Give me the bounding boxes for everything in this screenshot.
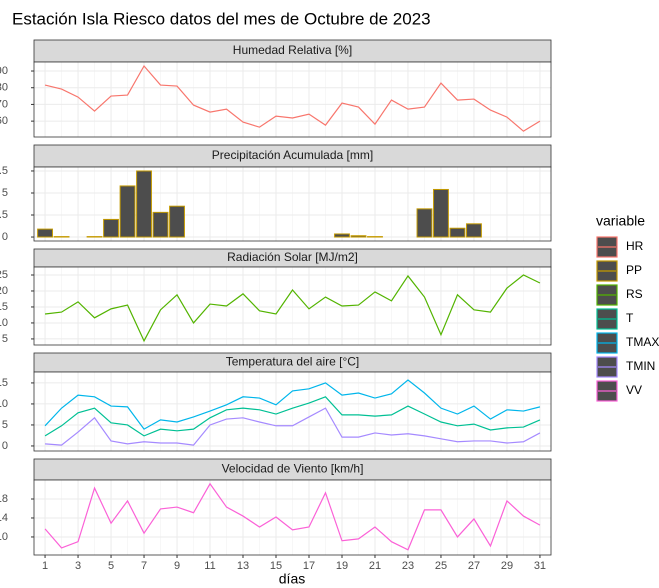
- bar: [334, 233, 350, 238]
- y-tick-label: 25: [0, 269, 8, 281]
- x-tick-label: 21: [369, 560, 381, 572]
- y-tick-label: 0: [2, 231, 8, 243]
- line: [45, 407, 541, 446]
- legend-label: RS: [626, 287, 643, 301]
- panel-border: [33, 371, 552, 452]
- x-tick-label: 7: [141, 560, 147, 572]
- line: [44, 274, 541, 343]
- y-tick-label: 80: [0, 82, 8, 94]
- y-tick-label: 0: [2, 440, 8, 452]
- bar: [449, 227, 466, 238]
- panel-border: [33, 166, 552, 242]
- x-tick-label: 17: [303, 560, 315, 572]
- x-tick-label: 19: [336, 560, 348, 572]
- bar: [466, 223, 482, 238]
- y-tick-label: 10: [0, 531, 8, 543]
- y-tick-label: 70: [0, 98, 8, 110]
- bar: [433, 188, 449, 238]
- legend-label: VV: [626, 383, 642, 397]
- x-tick-label: 31: [534, 560, 546, 572]
- legend-label: TMIN: [626, 359, 655, 373]
- strip-label: Humedad Relativa [%]: [233, 43, 352, 57]
- panel-border: [33, 479, 552, 556]
- legend-title: variable: [596, 213, 645, 229]
- x-tick-label: 25: [435, 560, 447, 572]
- bar: [103, 218, 119, 238]
- strip-label: Velocidad de Viento [km/h]: [222, 462, 364, 476]
- x-tick-label: 23: [402, 560, 414, 572]
- chart-title: Estación Isla Riesco datos del mes de Oc…: [12, 9, 431, 28]
- x-tick-label: 5: [108, 560, 114, 572]
- y-tick-label: 10: [0, 398, 8, 410]
- panel-border: [33, 266, 552, 346]
- strip-label: Radiación Solar [MJ/m2]: [227, 250, 358, 264]
- bar: [416, 208, 433, 238]
- line: [44, 379, 541, 430]
- y-tick-label: 90: [0, 65, 8, 77]
- y-tick-label: 14: [0, 512, 8, 524]
- bar: [119, 185, 136, 238]
- y-tick-label: 5: [2, 187, 8, 199]
- legend-label: TMAX: [626, 335, 659, 349]
- x-tick-label: 27: [468, 560, 480, 572]
- x-tick-label: 29: [501, 560, 513, 572]
- y-tick-label: 10: [0, 317, 8, 329]
- legend-label: PP: [626, 263, 642, 277]
- line: [44, 482, 541, 551]
- y-tick-label: 20: [0, 285, 8, 297]
- y-tick-label: 5: [2, 419, 8, 431]
- line: [44, 64, 541, 132]
- bar: [350, 235, 367, 238]
- x-tick-label: 11: [204, 560, 215, 572]
- x-tick-label: 1: [42, 560, 48, 572]
- x-tick-label: 15: [270, 560, 282, 572]
- strip-label: Temperatura del aire [°C]: [226, 355, 360, 369]
- legend-label: T: [626, 311, 634, 325]
- x-tick-label: 9: [174, 560, 180, 572]
- y-tick-label: 18: [0, 493, 8, 505]
- bar: [169, 205, 185, 238]
- bar: [136, 170, 152, 238]
- panel-border: [33, 61, 552, 138]
- x-tick-label: 3: [75, 560, 81, 572]
- y-tick-label: 15: [0, 377, 8, 389]
- x-tick-label: 13: [237, 560, 249, 572]
- legend-label: HR: [626, 239, 644, 253]
- y-tick-label: 5: [2, 333, 8, 345]
- line: [44, 396, 541, 437]
- y-tick-label: 15: [0, 301, 8, 313]
- bar: [37, 228, 53, 238]
- y-tick-label: 2.5: [0, 209, 8, 221]
- y-tick-label: 60: [0, 115, 8, 127]
- bar: [152, 211, 169, 238]
- x-axis-label: días: [279, 571, 305, 587]
- strip-label: Precipitación Acumulada [mm]: [212, 148, 373, 162]
- y-tick-label: 7.5: [0, 165, 8, 177]
